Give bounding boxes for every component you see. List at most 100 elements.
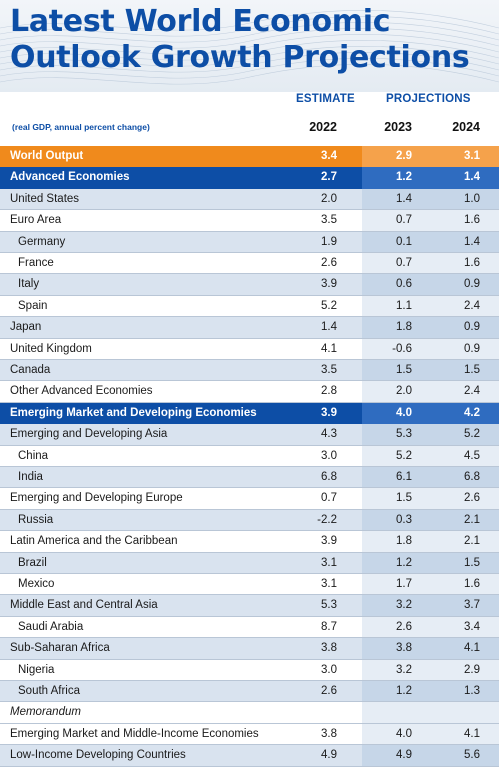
table-row: Low-Income Developing Countries 4.9 4.9 5.6 [0, 745, 499, 767]
value-cell-2024: 4.1 [464, 642, 480, 655]
table-row: Italy 3.9 0.6 0.9 [0, 274, 499, 296]
value-cell-2024: 1.4 [464, 235, 480, 248]
projection-cell-bg [362, 317, 499, 338]
projection-cell-bg [362, 188, 499, 210]
row-label: Saudi Arabia [18, 620, 84, 633]
value-cell-2024: 1.3 [464, 685, 480, 697]
table-row: Nigeria 3.0 3.2 2.9 [0, 659, 499, 681]
value-cell-2024: 4.5 [464, 449, 480, 462]
row-label: World Output [10, 150, 84, 162]
value-cell-2023: -0.6 [392, 342, 412, 355]
value-cell-2022: 3.8 [321, 727, 337, 740]
row-label: Italy [18, 278, 40, 291]
value-cell-2023: 1.2 [396, 685, 412, 697]
table-row: Brazil 3.1 1.2 1.5 [0, 552, 499, 574]
value-cell-2024: 5.2 [464, 428, 480, 441]
table-row: Middle East and Central Asia 5.3 3.2 3.7 [0, 595, 499, 617]
estimate-header: ESTIMATE [296, 93, 355, 105]
value-cell-2023: 1.2 [396, 556, 412, 569]
value-cell-2023: 4.0 [396, 406, 412, 419]
projection-cell-bg [362, 146, 499, 168]
value-cell-2024: 1.6 [464, 578, 480, 590]
value-cell-2023: 4.9 [396, 749, 412, 762]
row-label: Emerging Market and Developing Economies [10, 406, 257, 419]
value-cell-2024: 2.9 [464, 663, 480, 676]
projection-cell-bg [362, 552, 499, 573]
value-cell-2022: 3.8 [321, 642, 337, 655]
table-row: United States 2.0 1.4 1.0 [0, 188, 499, 211]
row-label: United Kingdom [10, 342, 92, 355]
projection-cell-bg [362, 381, 499, 402]
row-label: Low-Income Developing Countries [10, 749, 186, 762]
table-row: Emerging Market and Developing Economies… [0, 402, 499, 425]
table-row: Advanced Economies 2.7 1.2 1.4 [0, 167, 499, 189]
value-cell-2022: 3.0 [321, 663, 337, 676]
row-label: Canada [10, 364, 51, 376]
value-cell-2024: 0.9 [464, 278, 480, 291]
row-label: Middle East and Central Asia [10, 599, 158, 612]
projection-cell-bg [362, 253, 499, 274]
row-label: Russia [18, 513, 54, 526]
value-cell-2022: 4.3 [321, 428, 337, 441]
projection-cell-bg [362, 338, 499, 359]
table-row: World Output 3.4 2.9 3.1 [0, 146, 499, 168]
row-label: Mexico [18, 578, 55, 590]
page-title: Latest World Economic Outlook Growth Pro… [10, 4, 470, 76]
projection-cell-bg [362, 445, 499, 466]
table-row: Emerging Market and Middle-Income Econom… [0, 723, 499, 746]
projection-cell-bg [362, 402, 499, 425]
row-label: China [18, 449, 49, 462]
table-row: South Africa 2.6 1.2 1.3 [0, 681, 499, 703]
value-cell-2022: 3.9 [321, 535, 337, 548]
table-row: France 2.6 0.7 1.6 [0, 253, 499, 275]
row-label: Spain [18, 299, 48, 312]
value-cell-2024: 1.4 [464, 171, 480, 184]
projection-cell-bg [362, 723, 499, 745]
row-label: Japan [10, 321, 42, 334]
table-row: Saudi Arabia 8.7 2.6 3.4 [0, 616, 499, 639]
wave-pattern-icon [0, 9, 499, 85]
value-cell-2024: 2.6 [464, 492, 480, 505]
projection-cell-bg [362, 745, 499, 766]
value-cell-2024: 3.1 [464, 150, 480, 162]
table-row: Mexico 3.1 1.7 1.6 [0, 574, 499, 596]
value-cell-2022: 2.7 [321, 171, 337, 184]
value-cell-2024: 3.7 [464, 599, 480, 612]
table-row: Latin America and the Caribbean 3.9 1.8 2.1 [0, 531, 499, 553]
projection-cell-bg [362, 295, 499, 317]
table-row: Russia -2.2 0.3 2.1 [0, 509, 499, 532]
row-label: Advanced Economies [10, 171, 130, 184]
row-label: Nigeria [18, 663, 55, 676]
value-cell-2022: 3.0 [321, 449, 337, 462]
value-cell-2022: 1.4 [321, 321, 337, 334]
value-cell-2022: 4.1 [321, 342, 337, 355]
value-cell-2022: 3.5 [321, 214, 337, 227]
value-cell-2023: 3.8 [396, 642, 412, 655]
value-cell-2024: 5.6 [464, 749, 480, 762]
projection-cell-bg [362, 509, 499, 531]
value-cell-2022: 2.6 [321, 257, 337, 269]
table-row: China 3.0 5.2 4.5 [0, 445, 499, 467]
year-header-2022: 2022 [309, 120, 337, 134]
projection-cell-bg [362, 424, 499, 445]
row-label: Other Advanced Economies [10, 385, 153, 398]
year-header-2023: 2023 [384, 120, 412, 134]
value-cell-2022: 5.3 [321, 599, 337, 612]
year-header-2024: 2024 [452, 120, 480, 134]
row-label: Germany [18, 235, 66, 248]
value-cell-2022: -2.2 [317, 513, 337, 526]
value-cell-2022: 3.5 [321, 364, 337, 376]
value-cell-2024: 2.1 [464, 535, 480, 548]
value-cell-2023: 5.3 [396, 428, 412, 441]
value-cell-2022: 1.9 [321, 235, 337, 248]
table-row: Memorandum [0, 702, 499, 724]
projections-header: PROJECTIONS [386, 93, 471, 105]
projection-cell-bg [362, 210, 499, 231]
title-line-1: Latest World Economic [10, 4, 391, 39]
value-cell-2023: 0.1 [396, 235, 412, 248]
value-cell-2024: 1.5 [464, 364, 480, 376]
value-cell-2023: 1.4 [396, 192, 412, 205]
row-label: Emerging and Developing Asia [10, 428, 168, 441]
value-cell-2022: 4.9 [321, 749, 337, 762]
projection-cell-bg [362, 702, 499, 723]
